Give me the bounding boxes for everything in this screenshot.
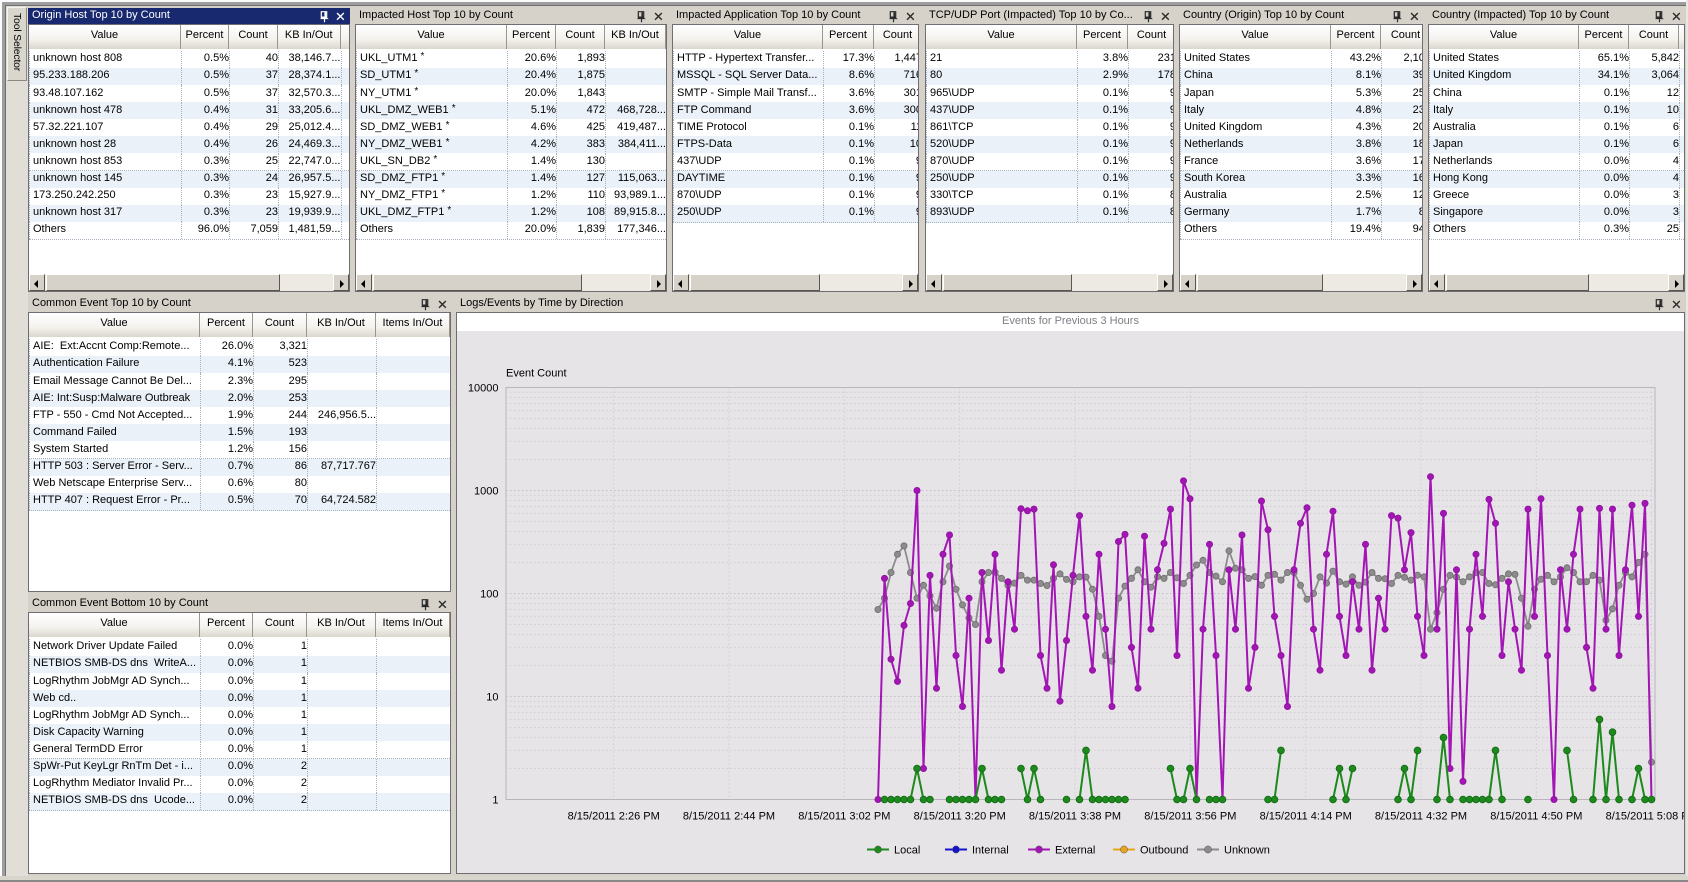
svg-text:Outbound: Outbound	[1140, 844, 1188, 856]
svg-text:8/15/2011 2:44 PM: 8/15/2011 2:44 PM	[683, 810, 775, 822]
svg-text:External: External	[1055, 844, 1095, 856]
svg-text:8/15/2011 4:14 PM: 8/15/2011 4:14 PM	[1260, 810, 1352, 822]
svg-text:8/15/2011 3:38 PM: 8/15/2011 3:38 PM	[1029, 810, 1121, 822]
svg-text:1000: 1000	[474, 485, 498, 497]
svg-text:Unknown: Unknown	[1224, 844, 1270, 856]
svg-text:8/15/2011 5:08 PM: 8/15/2011 5:08 PM	[1606, 810, 1685, 822]
svg-text:Local: Local	[894, 844, 920, 856]
svg-text:8/15/2011 4:32 PM: 8/15/2011 4:32 PM	[1375, 810, 1467, 822]
svg-text:8/15/2011 4:50 PM: 8/15/2011 4:50 PM	[1490, 810, 1582, 822]
svg-text:10: 10	[486, 691, 498, 703]
svg-text:Internal: Internal	[972, 844, 1009, 856]
svg-text:8/15/2011 2:26 PM: 8/15/2011 2:26 PM	[568, 810, 660, 822]
svg-text:8/15/2011 3:56 PM: 8/15/2011 3:56 PM	[1144, 810, 1236, 822]
svg-text:8/15/2011 3:02 PM: 8/15/2011 3:02 PM	[798, 810, 890, 822]
svg-text:Event Count: Event Count	[506, 367, 567, 379]
svg-text:10000: 10000	[468, 382, 499, 394]
svg-text:1: 1	[492, 794, 498, 806]
svg-text:8/15/2011 3:20 PM: 8/15/2011 3:20 PM	[914, 810, 1006, 822]
svg-text:100: 100	[480, 588, 498, 600]
